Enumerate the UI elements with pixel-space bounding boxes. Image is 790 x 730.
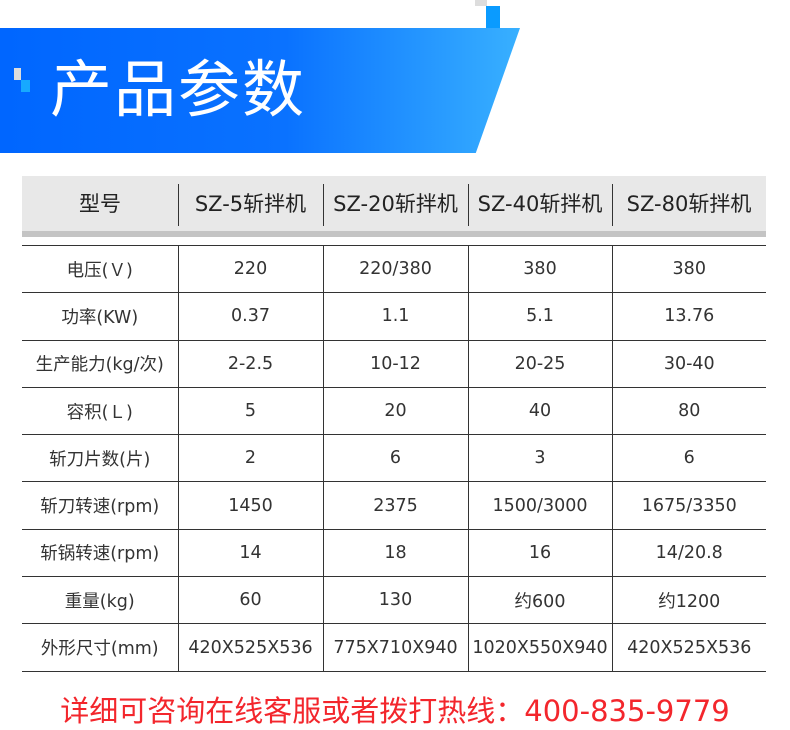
row-label: 外形尺寸(mm) (22, 623, 178, 672)
table-cell: 5.1 (467, 292, 612, 341)
table-row: 重量(kg) 60 130 约600 约1200 (22, 576, 766, 625)
table-cell: 380 (611, 244, 766, 294)
row-label: 斩锅转速(rpm) (22, 528, 178, 578)
table-cell: 约1200 (611, 576, 766, 625)
table-cell: 2375 (322, 481, 468, 530)
table-row: 生产能力(kg/次) 2-2.5 10-12 20-25 30-40 (22, 339, 766, 388)
table-cell: 1675/3350 (611, 481, 766, 530)
table-cell: 3 (467, 434, 612, 483)
column-header: SZ-5斩拌机 (194, 192, 307, 216)
divider (323, 184, 324, 226)
table-cell: 420X525X536 (611, 623, 766, 672)
table-cell: 6 (322, 434, 468, 483)
column-header: SZ-80斩拌机 (626, 192, 752, 216)
table-cell: 18 (322, 528, 468, 578)
row-label: 功率(KW) (22, 292, 178, 341)
page-title: 产品参数 (50, 53, 307, 126)
table-cell: 380 (467, 244, 612, 294)
table-cell: 1020X550X940 (467, 623, 612, 672)
table-row: 电压(Ｖ) 220 220/380 380 380 (22, 244, 766, 294)
table-cell: 2 (177, 434, 323, 483)
table-cell: 40 (467, 386, 612, 436)
decor-square-blue (21, 80, 30, 92)
divider (178, 184, 179, 226)
table-row: 斩刀片数(片) 2 6 3 6 (22, 434, 766, 483)
table-cell: 14 (177, 528, 323, 578)
table-row: 外形尺寸(mm) 420X525X536 775X710X940 1020X550X9… (22, 623, 766, 672)
table-cell: 2-2.5 (177, 339, 323, 388)
table-row: 斩刀转速(rpm) 1450 2375 1500/3000 1675/3350 (22, 481, 766, 530)
table-cell: 60 (177, 576, 323, 625)
divider (612, 184, 613, 226)
table-cell: 420X525X536 (177, 623, 323, 672)
column-header: 型号 (79, 192, 121, 216)
table-cell: 220/380 (322, 244, 468, 294)
table-cell: 10-12 (322, 339, 468, 388)
divider (468, 184, 469, 226)
table-row: 功率(KW) 0.37 1.1 5.1 13.76 (22, 292, 766, 341)
table-cell: 130 (322, 576, 468, 625)
table-cell: 20 (322, 386, 468, 436)
table-cell: 80 (611, 386, 766, 436)
decor-square-gray (475, 0, 487, 6)
table-row: 斩锅转速(rpm) 14 18 16 14/20.8 (22, 528, 766, 578)
table-row: 容积(Ｌ) 5 20 40 80 (22, 386, 766, 436)
row-label: 生产能力(kg/次) (22, 339, 178, 388)
table-cell: 13.76 (611, 292, 766, 341)
table-cell: 1450 (177, 481, 323, 530)
spec-table: 电压(Ｖ) 220 220/380 380 380 功率(KW) 0.37 1.1 5.1 13.… (22, 244, 766, 672)
table-cell: 20-25 (467, 339, 612, 388)
table-cell: 1500/3000 (467, 481, 612, 530)
table-cell: 约600 (467, 576, 612, 625)
hotline-notice: 详细可咨询在线客服或者拨打热线：400-835-9779 (60, 694, 730, 728)
table-cell: 220 (177, 244, 323, 294)
decor-square-blue (486, 6, 500, 28)
column-header: SZ-20斩拌机 (333, 192, 458, 216)
row-label: 斩刀转速(rpm) (22, 481, 178, 530)
column-header: SZ-40斩拌机 (477, 192, 603, 216)
table-cell: 14/20.8 (611, 528, 766, 578)
table-cell: 5 (177, 386, 323, 436)
table-cell: 6 (611, 434, 766, 483)
table-cell: 30-40 (611, 339, 766, 388)
table-cell: 1.1 (322, 292, 468, 341)
title-banner (0, 28, 520, 153)
table-header: 型号 SZ-5斩拌机 SZ-20斩拌机 SZ-40斩拌机 SZ-80斩拌机 (22, 176, 766, 232)
header-underline (22, 231, 766, 237)
row-label: 电压(Ｖ) (22, 244, 178, 294)
table-cell: 16 (467, 528, 612, 578)
table-cell: 0.37 (177, 292, 323, 341)
row-label: 斩刀片数(片) (22, 434, 178, 483)
row-label: 容积(Ｌ) (22, 386, 178, 436)
decor-square-gray (14, 68, 21, 80)
table-cell: 775X710X940 (322, 623, 468, 672)
row-label: 重量(kg) (22, 576, 178, 625)
